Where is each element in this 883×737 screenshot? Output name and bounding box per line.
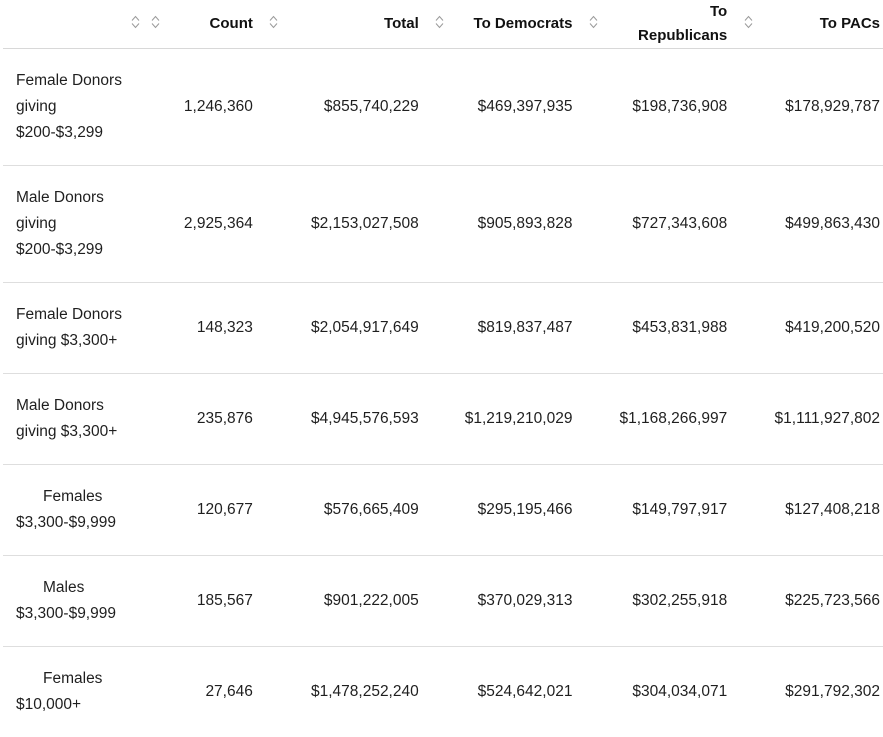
republicans-cell: $302,255,918 [575,556,730,647]
header-label: To Democrats [446,12,573,36]
democrats-cell: $819,837,487 [422,283,576,374]
header-label: Count [162,12,253,36]
pacs-cell: $178,929,787 [730,49,883,166]
table-header: Count Total To Democrats To Republicans [3,0,883,49]
table-row: Females $3,300-$9,999 120,677 $576,665,40… [3,465,883,556]
row-label: Female Donors giving $3,300+ [3,283,138,374]
republicans-cell: $453,831,988 [575,283,730,374]
column-header-count[interactable]: Count [138,0,256,49]
sort-updown-icon[interactable] [742,15,754,33]
sort-updown-icon[interactable] [268,15,280,33]
pacs-cell: $419,200,520 [730,283,883,374]
sort-updown-icon[interactable] [587,15,599,33]
total-cell: $1,478,252,240 [256,647,422,737]
column-header-label[interactable] [3,0,138,49]
democrats-cell: $295,195,466 [422,465,576,556]
row-label-line: Females [43,670,102,687]
count-cell: 2,925,364 [138,166,256,283]
column-header-republicans[interactable]: To Republicans [575,0,730,49]
table-row: Males$3,300-$9,999 185,567 $901,222,005 … [3,556,883,647]
donor-table: Count Total To Democrats To Republicans [3,0,883,737]
row-label-line: $3,300-$9,999 [16,605,116,622]
pacs-cell: $127,408,218 [730,465,883,556]
header-label: To Republicans [599,0,727,48]
pacs-cell: $499,863,430 [730,166,883,283]
sort-updown-icon[interactable] [150,15,162,33]
table-row: Female Donors giving $3,300+ 148,323 $2,0… [3,283,883,374]
republicans-cell: $304,034,071 [575,647,730,737]
democrats-cell: $905,893,828 [422,166,576,283]
table-row: Female Donors giving $200-$3,299 1,246,360… [3,49,883,166]
total-cell: $2,153,027,508 [256,166,422,283]
row-label-line: $200-$3,299 [16,241,103,258]
row-label: Females $10,000+ [3,647,138,737]
row-label: Male Donors giving $3,300+ [3,374,138,465]
row-label-line: giving $3,300+ [16,332,117,349]
democrats-cell: $370,029,313 [422,556,576,647]
republicans-cell: $149,797,917 [575,465,730,556]
democrats-cell: $524,642,021 [422,647,576,737]
count-cell: 148,323 [138,283,256,374]
row-label-line: Females [43,488,102,505]
total-cell: $901,222,005 [256,556,422,647]
pacs-cell: $225,723,566 [730,556,883,647]
row-label: Male Donors giving $200-$3,299 [3,166,138,283]
total-cell: $576,665,409 [256,465,422,556]
republicans-cell: $1,168,266,997 [575,374,730,465]
count-cell: 235,876 [138,374,256,465]
pacs-cell: $1,111,927,802 [730,374,883,465]
row-label-line: giving $3,300+ [16,423,117,440]
republicans-cell: $198,736,908 [575,49,730,166]
row-label-line: giving [16,98,57,115]
count-cell: 1,246,360 [138,49,256,166]
row-label-line: $200-$3,299 [16,124,103,141]
table-row: Male Donors giving $200-$3,299 2,925,364 $… [3,166,883,283]
header-row: Count Total To Democrats To Republicans [3,0,883,49]
row-label-line: $3,300-$9,999 [16,514,116,531]
democrats-cell: $1,219,210,029 [422,374,576,465]
count-cell: 27,646 [138,647,256,737]
column-header-pacs[interactable]: To PACs [730,0,883,49]
count-cell: 185,567 [138,556,256,647]
row-label: Female Donors giving $200-$3,299 [3,49,138,166]
democrats-cell: $469,397,935 [422,49,576,166]
row-label-line: Male Donors [16,189,104,206]
sort-updown-icon[interactable] [434,15,446,33]
row-label-line: Female Donors [16,306,122,323]
row-label: Males $3,300-$9,999 [3,556,138,647]
total-cell: $855,740,229 [256,49,422,166]
header-label: Total [280,12,419,36]
table-body: Female Donors giving $200-$3,299 1,246,360… [3,49,883,737]
row-label-line: Male Donors [16,397,104,414]
row-label: Females $3,300-$9,999 [3,465,138,556]
total-cell: $4,945,576,593 [256,374,422,465]
table-row: Male Donors giving $3,300+ 235,876 $4,945… [3,374,883,465]
republicans-cell: $727,343,608 [575,166,730,283]
total-cell: $2,054,917,649 [256,283,422,374]
row-label-line: Female Donors [16,72,122,89]
row-label-line: Males [43,579,84,596]
table-row: Females $10,000+ 27,646 $1,478,252,240 $5… [3,647,883,737]
count-cell: 120,677 [138,465,256,556]
column-header-democrats[interactable]: To Democrats [422,0,576,49]
row-label-line: $10,000+ [16,696,81,713]
row-label-line: giving [16,215,57,232]
header-label: To PACs [754,12,880,36]
pacs-cell: $291,792,302 [730,647,883,737]
column-header-total[interactable]: Total [256,0,422,49]
